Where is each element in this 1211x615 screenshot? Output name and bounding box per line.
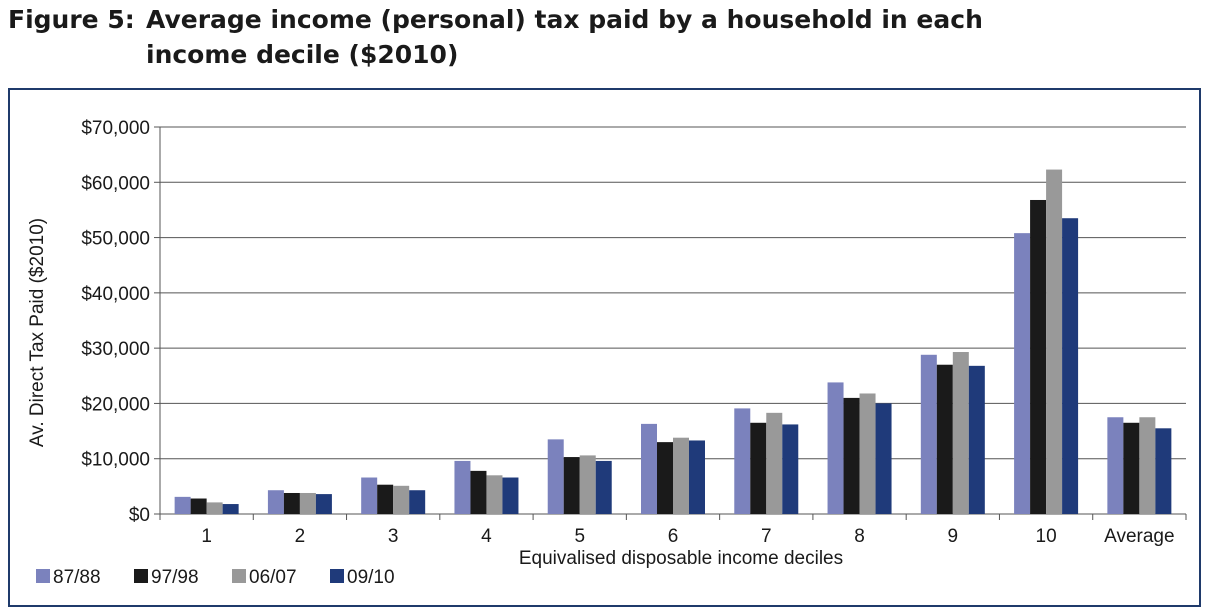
x-tick-label: 9 [948, 526, 959, 547]
x-tick-label: 6 [668, 526, 679, 547]
bar-09-10-3 [409, 490, 426, 514]
x-tick-label: 4 [481, 526, 492, 547]
bar-87-88-5 [547, 439, 564, 514]
bar-06-07-10 [1046, 169, 1063, 514]
bar-06-07-2 [299, 492, 316, 514]
bar-06-07-3 [393, 485, 410, 514]
figure-title-line1: Average income (personal) tax paid by a … [146, 5, 983, 34]
legend-label: 09/10 [347, 567, 395, 588]
bar-87-88-2 [267, 490, 284, 514]
bar-97-98-3 [377, 484, 394, 514]
bar-09-10-1 [222, 504, 239, 514]
bar-06-07-5 [579, 455, 596, 514]
y-tick-label: $0 [129, 505, 150, 526]
x-tick-label: 1 [201, 526, 212, 547]
bar-06-07-7 [766, 412, 783, 514]
bar-97-98-2 [283, 492, 300, 514]
bar-06-07-6 [673, 437, 689, 514]
bar-97-98-average [1123, 422, 1140, 514]
bar-87-88-1 [174, 496, 191, 514]
y-tick-label: $20,000 [81, 394, 150, 415]
chart-frame [8, 88, 1201, 607]
bar-09-10-2 [315, 494, 332, 514]
x-tick-label: 3 [388, 526, 399, 547]
x-tick-label: 10 [1036, 526, 1057, 547]
bar-97-98-1 [190, 498, 207, 514]
bar-87-88-3 [361, 477, 378, 514]
y-axis-title: Av. Direct Tax Paid ($2010) [27, 218, 48, 447]
y-tick-label: $40,000 [81, 284, 150, 305]
y-tick-label: $50,000 [81, 229, 150, 250]
y-tick-label: $70,000 [81, 118, 150, 139]
bar-97-98-7 [750, 422, 767, 514]
bar-87-88-10 [1014, 233, 1031, 515]
x-tick-label: Average [1104, 526, 1174, 547]
figure-title-line2: income decile ($2010) [146, 40, 459, 69]
bar-09-10-4 [502, 477, 519, 514]
bar-97-98-4 [470, 470, 487, 514]
figure-label: Figure 5: [8, 5, 135, 34]
bar-87-88-8 [827, 382, 844, 514]
x-tick-label: 2 [295, 526, 306, 547]
bar-87-88-9 [920, 354, 937, 514]
bar-09-10-10 [1062, 218, 1079, 514]
bar-06-07-4 [486, 475, 503, 514]
bar-87-88-7 [734, 408, 751, 514]
x-tick-label: 8 [854, 526, 865, 547]
bar-09-10-7 [782, 424, 799, 514]
bar-97-98-9 [936, 364, 953, 514]
bar-97-98-6 [657, 442, 673, 514]
bar-09-10-average [1155, 428, 1172, 514]
bar-06-07-8 [859, 393, 876, 514]
bar-09-10-6 [689, 440, 705, 514]
figure-title: Figure 5: Average income (personal) tax p… [8, 2, 983, 72]
bar-06-07-average [1139, 417, 1156, 514]
bar-06-07-9 [952, 352, 969, 514]
x-tick-label: 7 [761, 526, 772, 547]
bar-87-88-6 [641, 423, 657, 514]
y-tick-label: $30,000 [81, 339, 150, 360]
bar-09-10-9 [968, 365, 985, 514]
bar-97-98-8 [843, 397, 860, 514]
bar-09-10-8 [875, 403, 892, 514]
legend-swatch [36, 569, 50, 583]
legend-swatch [232, 569, 246, 583]
y-tick-label: $10,000 [81, 450, 150, 471]
legend-label: 87/88 [53, 567, 101, 588]
y-tick-label: $60,000 [81, 173, 150, 194]
x-axis-title: Equivalised disposable income deciles [519, 548, 843, 569]
bar-97-98-5 [563, 457, 580, 514]
bar-06-07-1 [206, 502, 223, 514]
bar-97-98-10 [1030, 199, 1047, 514]
legend-label: 97/98 [151, 567, 199, 588]
x-tick-label: 5 [574, 526, 585, 547]
bar-09-10-5 [595, 460, 612, 514]
legend-swatch [330, 569, 344, 583]
bar-87-88-4 [454, 460, 471, 514]
legend-swatch [134, 569, 148, 583]
bar-87-88-average [1107, 417, 1124, 514]
legend-label: 06/07 [249, 567, 297, 588]
